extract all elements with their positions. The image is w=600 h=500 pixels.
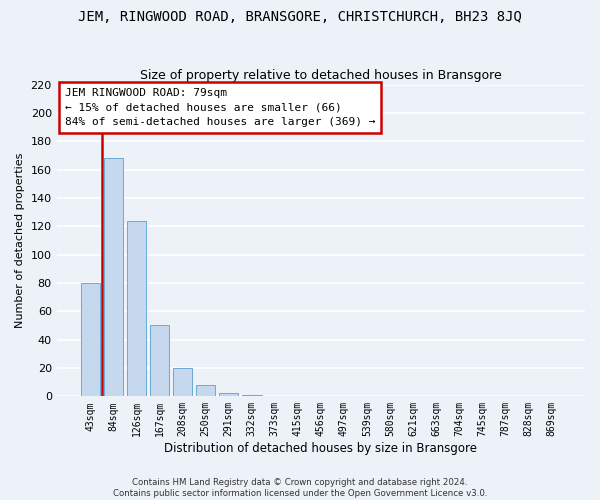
Bar	[80, 283, 100, 397]
Bar	[196, 385, 215, 396]
Bar	[150, 326, 169, 396]
X-axis label: Distribution of detached houses by size in Bransgore: Distribution of detached houses by size …	[164, 442, 478, 455]
Title: Size of property relative to detached houses in Bransgore: Size of property relative to detached ho…	[140, 69, 502, 82]
Bar	[127, 220, 146, 396]
Y-axis label: Number of detached properties: Number of detached properties	[15, 153, 25, 328]
Bar	[242, 395, 262, 396]
Bar	[219, 394, 238, 396]
Text: JEM RINGWOOD ROAD: 79sqm
← 15% of detached houses are smaller (66)
84% of semi-d: JEM RINGWOOD ROAD: 79sqm ← 15% of detach…	[65, 88, 375, 128]
Bar	[104, 158, 123, 396]
Text: JEM, RINGWOOD ROAD, BRANSGORE, CHRISTCHURCH, BH23 8JQ: JEM, RINGWOOD ROAD, BRANSGORE, CHRISTCHU…	[78, 10, 522, 24]
Bar	[173, 368, 193, 396]
Text: Contains HM Land Registry data © Crown copyright and database right 2024.
Contai: Contains HM Land Registry data © Crown c…	[113, 478, 487, 498]
